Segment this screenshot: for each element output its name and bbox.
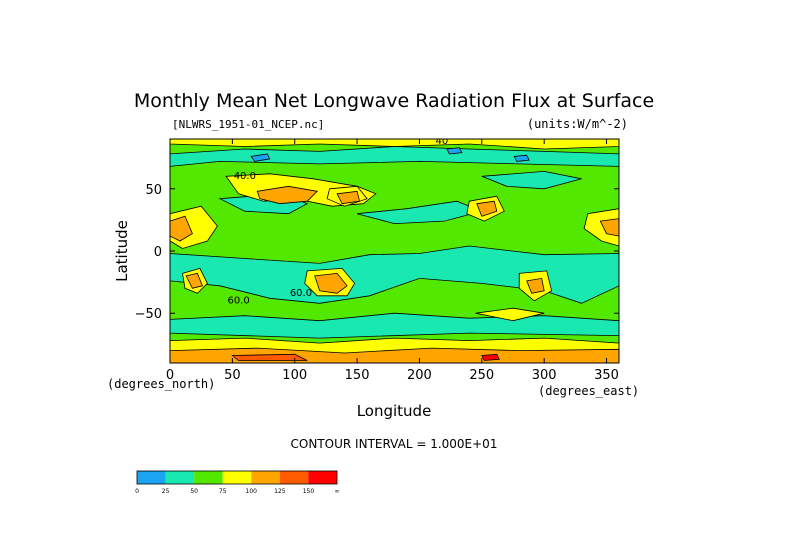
- contour-label: 60.0: [290, 288, 312, 299]
- colorbar-swatch: [194, 471, 223, 484]
- contour-region-level-4: [314, 272, 348, 294]
- y-tick-label: −50: [135, 307, 162, 322]
- y-unit-label: (degrees_north): [107, 377, 215, 391]
- x-axis: 0 50 100 150 200 250 300 350: [166, 139, 619, 383]
- colorbar-tick-label: 125: [274, 488, 286, 495]
- contour-region-level-0: [513, 154, 530, 162]
- file-label: [NLWRS_1951-01_NCEP.nc]: [172, 118, 324, 131]
- contour-region-level-1: [170, 312, 619, 339]
- contour-region-level-4: [170, 215, 193, 242]
- contour-label: 60.0: [227, 295, 249, 306]
- colorbar-tick-label: 50: [190, 488, 198, 495]
- colorbar-swatch: [165, 471, 195, 484]
- x-tick-label: 150: [345, 368, 370, 383]
- x-unit-label: (degrees_east): [538, 384, 639, 398]
- contour-region-level-1: [481, 170, 582, 190]
- colorbar-tick-label: 25: [162, 488, 170, 495]
- colorbar-tick-label: ∞: [335, 488, 340, 495]
- contour-interval-label: CONTOUR INTERVAL = 1.000E+01: [291, 437, 498, 451]
- contour-region-level-3: [475, 307, 545, 322]
- colorbar-swatch: [279, 471, 309, 484]
- colorbar-tick-label: 150: [303, 488, 315, 495]
- colorbar-swatch: [251, 471, 280, 484]
- y-axis: 50 0 −50: [135, 183, 619, 322]
- contour-label: 40.0: [234, 171, 256, 182]
- y-tick-label: 0: [154, 245, 162, 260]
- units-label: (units:W/m^-2): [527, 117, 628, 131]
- colorbar-swatch: [308, 471, 337, 484]
- contour-region-level-4: [336, 190, 361, 205]
- colorbar-frame: [136, 470, 338, 485]
- colorbar-swatch: [222, 471, 252, 484]
- contour-region-level-4: [599, 218, 619, 237]
- contour-region-level-3: [583, 208, 619, 247]
- x-tick-label: 0: [166, 368, 174, 383]
- y-axis-title: Latitude: [113, 220, 131, 282]
- contour-region-level-0: [446, 147, 463, 155]
- x-tick-label: 50: [224, 368, 241, 383]
- contour-region-level-4: [476, 200, 498, 217]
- contour-region-level-1: [170, 146, 619, 167]
- y-tick-label: 50: [145, 183, 162, 198]
- x-tick-label: 200: [407, 368, 432, 383]
- colorbar-tick-label: 100: [246, 488, 258, 495]
- x-tick-label: 250: [469, 368, 494, 383]
- map-field: 40.0 60.0 60.0 40: [170, 136, 619, 363]
- contour-region-level-5: [231, 353, 308, 361]
- colorbar-swatch: [137, 471, 166, 484]
- colorbar-tick-label: 75: [219, 488, 227, 495]
- contour-region-level-3: [170, 139, 619, 150]
- x-axis-title: Longitude: [357, 402, 432, 420]
- x-tick-label: 300: [532, 368, 557, 383]
- contour-region-level-4: [256, 185, 319, 205]
- contour-region-level-1: [170, 245, 619, 304]
- contour-region-level-4: [526, 277, 545, 294]
- contour-region-level-6: [481, 353, 500, 361]
- x-tick-label: 100: [282, 368, 307, 383]
- contour-region-level-0: [250, 153, 271, 162]
- contour-region-level-4: [185, 272, 203, 289]
- x-tick-label: 350: [594, 368, 619, 383]
- colorbar-tick-label: 0: [135, 488, 139, 495]
- contour-label: 40: [436, 136, 449, 147]
- chart-title: Monthly Mean Net Longwave Radiation Flux…: [134, 90, 654, 112]
- colorbar: 0 25 50 75 100 125 150 ∞: [135, 470, 340, 495]
